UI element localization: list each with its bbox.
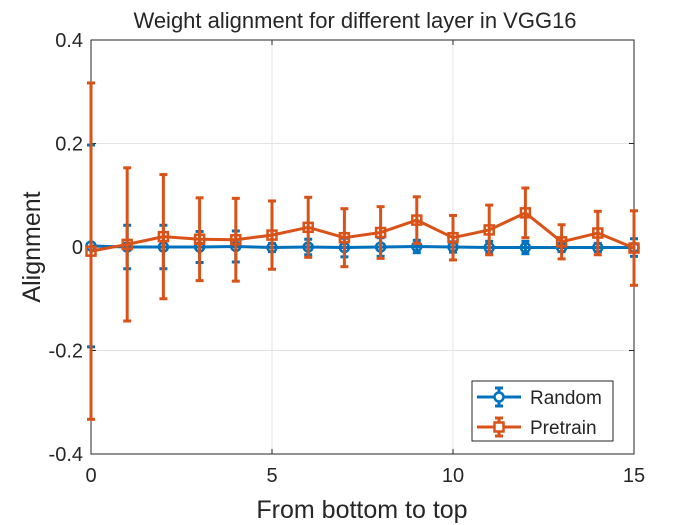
y-tick-label: 0.2 xyxy=(55,134,83,156)
x-tick-label: 5 xyxy=(266,465,277,487)
y-tick-label: 0 xyxy=(72,237,83,259)
legend-box xyxy=(471,380,614,442)
point-pretrain xyxy=(230,234,242,246)
point-random xyxy=(519,241,532,254)
y-tick-label: 0.4 xyxy=(55,30,83,52)
point-pretrain xyxy=(592,227,604,239)
legend-label-random: Random xyxy=(530,388,602,409)
point-pretrain xyxy=(121,238,133,251)
chart-title: Weight alignment for different layer in … xyxy=(133,8,576,33)
y-tick-label: -0.4 xyxy=(49,444,83,466)
point-pretrain xyxy=(302,221,314,234)
y-axis-label: Alignment xyxy=(18,191,46,302)
point-pretrain xyxy=(374,226,387,239)
legend: Random Pretrain xyxy=(471,380,614,442)
series-pretrain xyxy=(85,81,640,421)
point-pretrain xyxy=(266,229,278,241)
legend-marker-random xyxy=(493,391,505,403)
point-pretrain xyxy=(519,207,532,219)
legend-label-pretrain: Pretrain xyxy=(530,418,597,439)
x-tick-label: 10 xyxy=(442,465,464,487)
series-line-random xyxy=(90,244,634,250)
legend-entry-random: Random xyxy=(477,386,602,409)
x-tick-label: 0 xyxy=(85,465,96,487)
point-pretrain xyxy=(628,242,640,254)
point-pretrain xyxy=(193,233,206,245)
y-tick-label: -0.2 xyxy=(49,341,83,363)
point-pretrain xyxy=(85,245,97,257)
x-tick-label: 15 xyxy=(623,465,645,487)
point-pretrain xyxy=(157,230,170,243)
legend-marker-pretrain xyxy=(493,421,505,433)
legend-entry-pretrain: Pretrain xyxy=(477,416,597,439)
x-axis-label: From bottom to top xyxy=(256,496,467,524)
axis-ticks: 0 5 10 15 -0.4 -0.2 0 0.2 0.4 xyxy=(49,30,646,487)
series-line-pretrain xyxy=(90,211,635,253)
point-pretrain xyxy=(483,224,495,236)
point-pretrain xyxy=(411,214,423,226)
point-pretrain xyxy=(555,236,568,248)
point-pretrain xyxy=(447,231,459,244)
series-layer xyxy=(85,81,640,421)
point-pretrain xyxy=(338,231,351,244)
